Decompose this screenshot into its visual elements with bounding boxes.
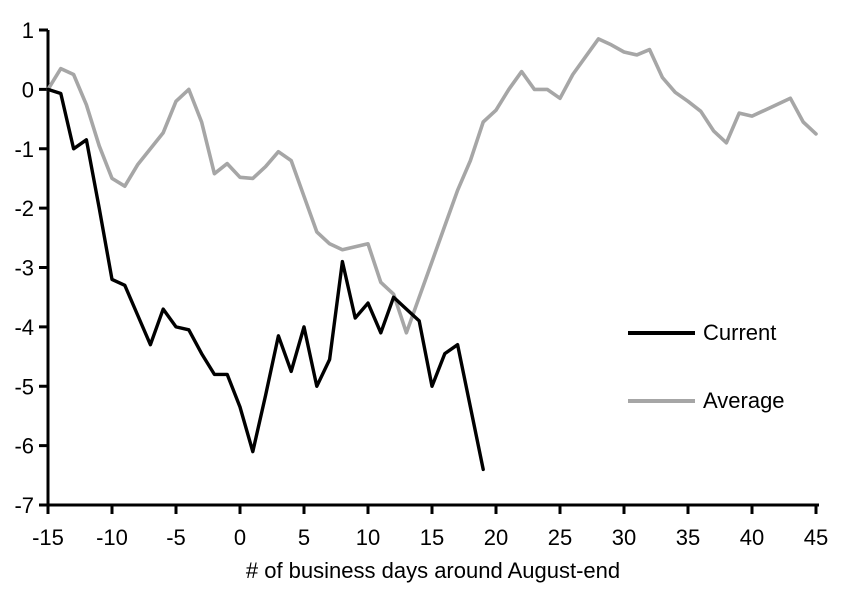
x-tick-label: 15 (420, 525, 444, 550)
x-axis-title: # of business days around August-end (245, 558, 621, 583)
x-tick-label: 35 (676, 525, 700, 550)
legend-label-current: Current (703, 320, 777, 345)
y-tick-label: -3 (14, 256, 34, 281)
y-tick-label: -4 (14, 315, 34, 340)
x-tick-label: 25 (548, 525, 572, 550)
average-line (46, 37, 818, 335)
y-tick-label: 0 (22, 77, 34, 102)
x-tick-label: 0 (234, 525, 246, 550)
current-line-swatch (628, 331, 695, 335)
legend-item-average: Average (628, 387, 785, 415)
x-tick-label: 30 (612, 525, 636, 550)
x-tick-label: -10 (96, 525, 128, 550)
x-tick-label: 40 (740, 525, 764, 550)
y-tick-label: 1 (22, 18, 34, 43)
x-tick-label: 10 (356, 525, 380, 550)
x-tick-label: 20 (484, 525, 508, 550)
y-tick-label: -5 (14, 374, 34, 399)
average-line-swatch (628, 399, 695, 403)
legend-label-average: Average (703, 388, 785, 413)
x-tick-label: -5 (166, 525, 186, 550)
x-tick-label: 45 (804, 525, 828, 550)
current-line (46, 87, 485, 472)
x-tick-label: -15 (32, 525, 64, 550)
x-tick-label: 5 (298, 525, 310, 550)
y-tick-label: -1 (14, 137, 34, 162)
y-tick-label: -6 (14, 434, 34, 459)
legend-item-current: Current (628, 319, 776, 347)
y-tick-label: -2 (14, 196, 34, 221)
y-tick-label: -7 (14, 493, 34, 518)
